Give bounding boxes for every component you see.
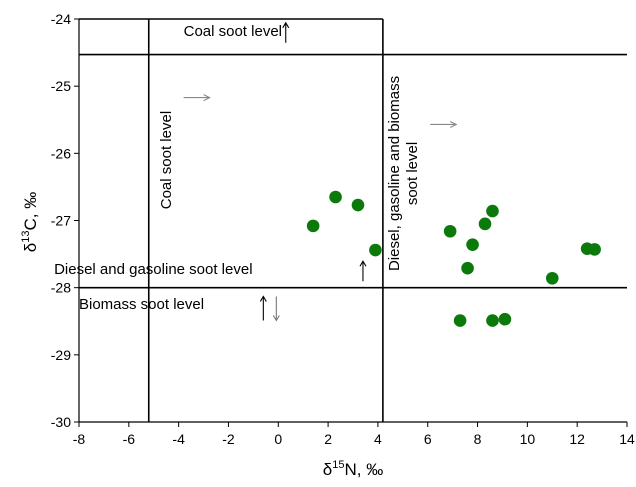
annotation-coal-v: Coal soot level [158,111,175,209]
y-tick-label: -29 [51,347,71,363]
x-tick-label: 6 [424,431,432,447]
data-point [478,217,492,231]
data-point [329,190,342,204]
x-tick-label: 4 [374,431,382,447]
tick-labels: -8 -6 -4 -2 0 2 4 6 8 10 12 14 -30 -29 -28 -27 -26 -25 -24 [51,11,635,447]
y-tick-label: -30 [51,414,71,430]
x-axis-label: δ15N, ‰ [323,459,383,479]
data-point [498,312,512,326]
data-point [443,224,457,238]
x-tick-label: 2 [324,431,332,447]
arrow-right-icon [183,94,211,102]
annotation-biomass: Biomass soot level [79,296,204,313]
annotation-diesel-gas: Diesel and gasoline soot level [54,261,252,278]
annotation-diesel-gas-bio: Diesel, gasoline and biomasssoot level [386,76,421,271]
y-tick-label: -28 [51,280,71,296]
data-point [461,261,474,275]
y-tick-label: -24 [51,11,71,27]
x-tick-label: -2 [222,431,235,447]
data-point [369,243,382,257]
y-tick-label: -25 [51,78,71,94]
annotations: Coal soot level Coal soot level Diesel, ga… [54,21,458,322]
ticks [74,18,628,427]
x-tick-label: -4 [172,431,185,447]
arrow-up-icon [259,295,267,321]
arrow-up-icon [359,260,367,282]
plot-frame [78,19,627,423]
arrow-down-icon [272,296,280,322]
x-tick-label: 10 [520,431,536,447]
y-axis-label: δ13C, ‰ [20,192,40,252]
x-tick-label: 14 [619,431,635,447]
data-point [466,238,479,251]
y-tick-label: -26 [51,145,71,161]
x-tick-label: -8 [73,431,86,447]
arrow-right-icon [430,120,458,128]
x-tick-label: 8 [474,431,482,447]
x-tick-label: -6 [123,431,136,447]
data-point [486,204,499,218]
x-tick-label: 12 [569,431,585,447]
data-point [453,314,467,327]
data-point [351,198,365,212]
x-tick-label: 0 [274,431,282,447]
data-point [588,243,601,256]
data-point [486,314,499,327]
reference-lines [79,18,627,422]
y-tick-label: -27 [51,213,71,229]
annotation-coal-h: Coal soot level [184,23,282,40]
data-point [545,271,559,285]
data-point [306,219,320,233]
data-points [306,190,601,327]
arrow-up-icon [282,21,290,43]
